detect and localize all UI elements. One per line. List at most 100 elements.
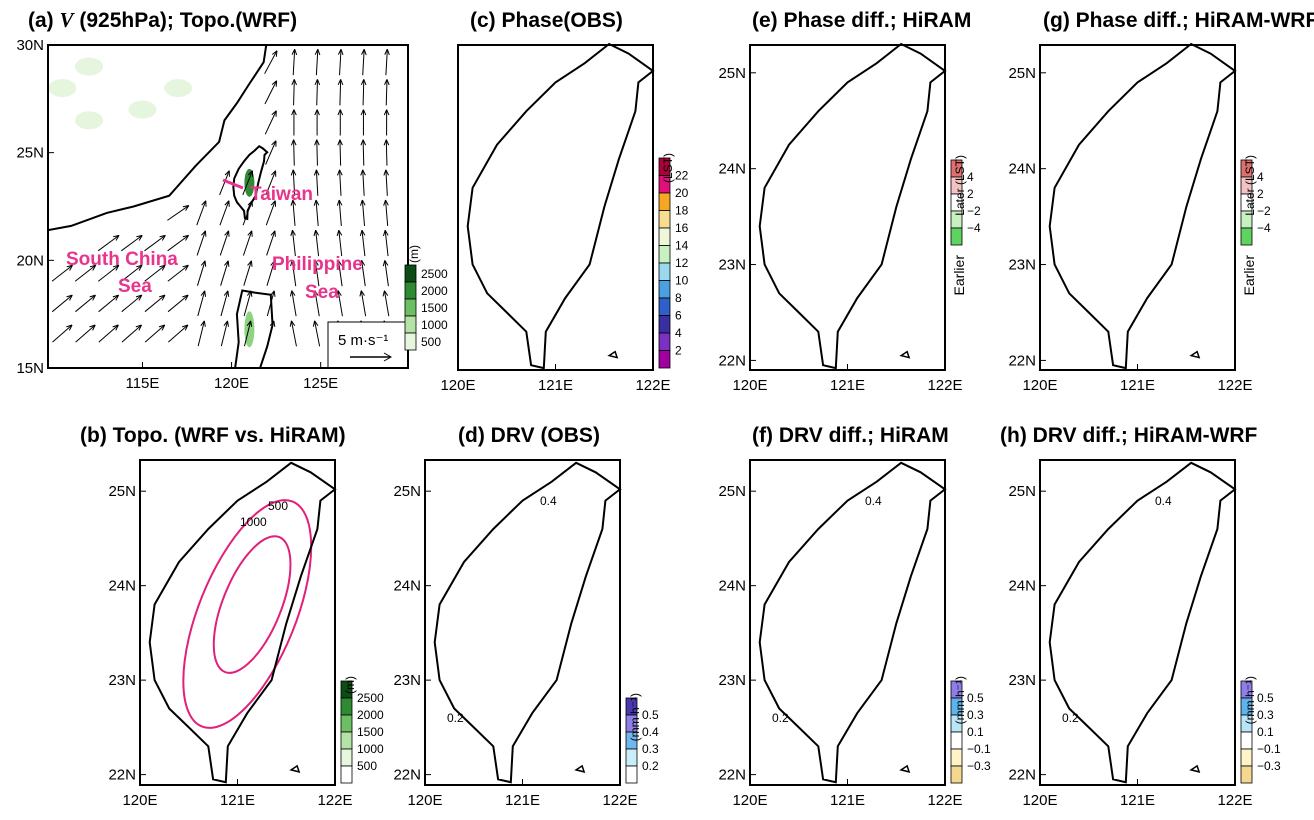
map-a: [48, 39, 389, 368]
wind-arrowhead: [337, 200, 339, 206]
y-tick-label: 23N: [718, 672, 746, 689]
wind-arrow: [316, 170, 317, 196]
colorbar-box: [951, 749, 962, 766]
panel-title: (g) Phase diff.; HiRAM-WRF: [1043, 9, 1314, 32]
contour-label: 0.2: [447, 711, 464, 725]
colorbar-box: [405, 299, 416, 316]
colorbar-box: [341, 698, 352, 715]
y-tick-label: 22N: [1008, 352, 1036, 369]
colorbar-label: 0.5: [967, 691, 984, 705]
x-tick-label: 121E: [538, 377, 573, 394]
colorbar-box: [659, 316, 670, 334]
wind-arrow: [122, 295, 142, 312]
colorbar-unit: Later (LST): [1243, 155, 1257, 216]
y-tick-label: 25N: [16, 145, 44, 162]
panel-title: (b) Topo. (WRF vs. HiRAM): [80, 424, 346, 447]
wind-arrow: [122, 325, 142, 342]
colorbar-label: 0.1: [1257, 725, 1274, 739]
panel-title: (e) Phase diff.; HiRAM: [752, 9, 971, 32]
colorbar-label: 2500: [421, 267, 448, 281]
wind-arrowhead: [276, 51, 277, 57]
colorbar-label: 0.3: [642, 742, 659, 756]
y-tick-label: 25N: [1008, 483, 1036, 500]
colorbar-box: [405, 282, 416, 299]
colorbar-label: 2: [1257, 187, 1264, 201]
colorbar-label: −2: [1257, 204, 1271, 218]
wind-arrow: [265, 81, 277, 104]
wind-arrow: [99, 295, 119, 312]
wind-arrowhead: [314, 200, 316, 206]
contour-label: 1000: [240, 515, 267, 529]
x-tick-label: 120E: [407, 792, 442, 809]
colorbar-label: 22: [675, 169, 689, 183]
y-tick-label: 15N: [16, 360, 44, 377]
colorbar-box: [951, 228, 962, 245]
colorbar-box: [405, 265, 416, 282]
wind-arrowhead: [383, 230, 385, 236]
wind-arrowhead: [205, 291, 206, 297]
colorbar-label: 0.3: [967, 708, 984, 722]
wind-arrow: [220, 201, 229, 225]
y-tick-label: 23N: [393, 672, 421, 689]
wind-arrow: [317, 79, 318, 105]
title-part: (g) Phase diff.; HiRAM-WRF: [1043, 9, 1314, 32]
wind-arrowhead: [383, 260, 385, 266]
wind-arrow: [386, 49, 387, 75]
wind-arrow: [99, 325, 119, 342]
colorbar-label: 0.2: [642, 759, 659, 773]
colorbar-box: [659, 298, 670, 316]
colorbar-label: 0.4: [642, 725, 659, 739]
colorbar-label: 0.5: [1257, 691, 1274, 705]
x-tick-label: 121E: [505, 792, 540, 809]
wind-arrow: [197, 261, 205, 286]
x-tick-label: 120E: [122, 792, 157, 809]
x-tick-label: 120E: [732, 792, 767, 809]
wind-arrowhead: [228, 291, 229, 297]
colorbar-box: [341, 766, 352, 783]
island-fill: [760, 463, 945, 782]
colorbar-label: 0.5: [642, 708, 659, 722]
wind-arrow: [340, 170, 341, 196]
wind-arrowhead: [205, 261, 206, 267]
wind-arrowhead: [360, 291, 361, 297]
colorbar-unit: (mm h⁻¹): [953, 676, 967, 724]
island-fill: [468, 44, 653, 368]
wind-arrowhead: [314, 230, 316, 236]
x-tick-label: 120E: [732, 377, 767, 394]
colorbar-box: [659, 228, 670, 246]
islet: [609, 352, 617, 358]
x-tick-label: 115E: [125, 375, 159, 392]
wind-arrow: [221, 261, 229, 286]
y-tick-label: 24N: [1008, 161, 1036, 178]
y-tick-label: 24N: [718, 161, 746, 178]
panel-title: (h) DRV diff.; HiRAM-WRF: [1000, 424, 1258, 447]
wind-arrow: [75, 295, 95, 312]
colorbar-label: 500: [357, 759, 377, 773]
x-tick-label: 120E: [1022, 377, 1057, 394]
panel-title: (f) DRV diff.; HiRAM: [752, 424, 949, 447]
y-tick-label: 22N: [393, 767, 421, 784]
topo-patch: [75, 111, 103, 129]
colorbar-box: [405, 333, 416, 350]
colorbar-unit: Earlier: [951, 255, 967, 296]
y-tick-label: 20N: [16, 252, 44, 269]
y-tick-label: 25N: [108, 483, 136, 500]
y-tick-label: 23N: [1008, 672, 1036, 689]
wind-arrowhead: [360, 200, 362, 206]
panel-title: (d) DRV (OBS): [458, 424, 600, 447]
wind-arrow: [294, 79, 295, 105]
colorbar-label: 1000: [357, 742, 384, 756]
title-part: (c) Phase(OBS): [470, 9, 623, 32]
colorbar-box: [405, 316, 416, 333]
wind-arrow: [363, 79, 364, 105]
islet: [1191, 766, 1199, 772]
colorbar-label: 2: [967, 187, 974, 201]
wind-arrow: [167, 206, 188, 221]
x-tick-label: 122E: [927, 792, 962, 809]
colorbar-box: [659, 246, 670, 264]
y-tick-label: 22N: [108, 767, 136, 784]
wind-arrow: [52, 295, 72, 312]
wind-arrow: [363, 140, 364, 166]
